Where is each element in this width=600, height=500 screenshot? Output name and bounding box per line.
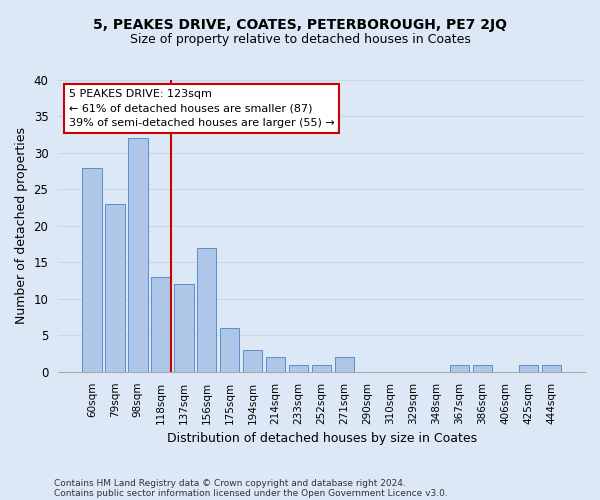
- X-axis label: Distribution of detached houses by size in Coates: Distribution of detached houses by size …: [167, 432, 476, 445]
- Y-axis label: Number of detached properties: Number of detached properties: [15, 128, 28, 324]
- Bar: [151, 277, 170, 372]
- Text: Contains public sector information licensed under the Open Government Licence v3: Contains public sector information licen…: [54, 488, 448, 498]
- Bar: [518, 364, 538, 372]
- Bar: [335, 357, 355, 372]
- Text: Contains HM Land Registry data © Crown copyright and database right 2024.: Contains HM Land Registry data © Crown c…: [54, 478, 406, 488]
- Bar: [542, 364, 561, 372]
- Bar: [197, 248, 217, 372]
- Bar: [128, 138, 148, 372]
- Bar: [174, 284, 194, 372]
- Bar: [266, 357, 286, 372]
- Text: 5 PEAKES DRIVE: 123sqm
← 61% of detached houses are smaller (87)
39% of semi-det: 5 PEAKES DRIVE: 123sqm ← 61% of detached…: [68, 89, 334, 128]
- Bar: [312, 364, 331, 372]
- Bar: [82, 168, 101, 372]
- Bar: [289, 364, 308, 372]
- Bar: [473, 364, 492, 372]
- Bar: [220, 328, 239, 372]
- Bar: [243, 350, 262, 372]
- Bar: [449, 364, 469, 372]
- Text: 5, PEAKES DRIVE, COATES, PETERBOROUGH, PE7 2JQ: 5, PEAKES DRIVE, COATES, PETERBOROUGH, P…: [93, 18, 507, 32]
- Bar: [105, 204, 125, 372]
- Text: Size of property relative to detached houses in Coates: Size of property relative to detached ho…: [130, 32, 470, 46]
